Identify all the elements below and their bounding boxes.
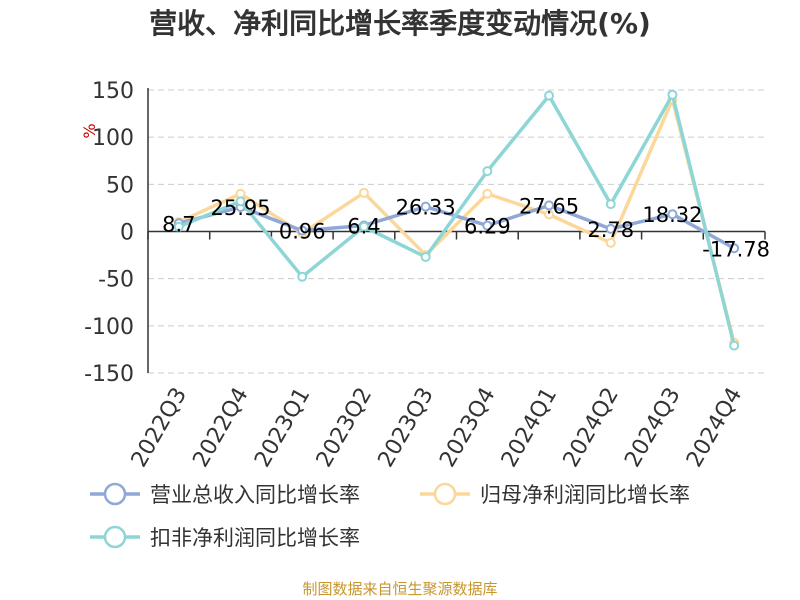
data-label: 6.29 xyxy=(464,215,511,239)
legend-item[interactable]: 归母净利润同比增长率 xyxy=(420,482,690,507)
y-axis-label: % xyxy=(80,123,99,138)
legend-item[interactable]: 营业总收入同比增长率 xyxy=(90,482,360,507)
source-note: 制图数据来自恒生聚源数据库 xyxy=(302,580,497,598)
data-label: 6.4 xyxy=(347,214,380,238)
x-tick-label: 2024Q3 xyxy=(620,384,685,472)
data-point xyxy=(544,90,555,101)
y-tick-label: -100 xyxy=(84,315,134,340)
data-label: 0.96 xyxy=(279,220,326,244)
data-point xyxy=(605,223,616,234)
data-point xyxy=(729,340,740,351)
data-point xyxy=(358,187,369,198)
data-point xyxy=(605,199,616,210)
x-tick-label: 2024Q4 xyxy=(682,384,747,472)
data-point xyxy=(482,166,493,177)
data-labels: 8.7 25.95 0.96 6.4 26.33 6.29 27.65 2.78 18.32-1… xyxy=(162,194,770,261)
series-line xyxy=(178,92,736,347)
legend-item[interactable]: 扣非净利润同比增长率 xyxy=(90,525,360,550)
x-tick-label: 2023Q1 xyxy=(250,384,315,472)
legend-marker xyxy=(103,525,127,549)
y-tick-label: -50 xyxy=(98,268,134,293)
x-tick-label: 2024Q1 xyxy=(497,384,562,472)
data-point xyxy=(420,251,431,262)
data-label: 26.33 xyxy=(396,196,456,220)
x-tick-label: 2023Q2 xyxy=(312,384,377,472)
legend-marker xyxy=(433,482,457,506)
x-tick-label: 2023Q4 xyxy=(435,383,500,471)
x-tick-label: 2022Q3 xyxy=(127,384,192,472)
data-point xyxy=(297,271,308,282)
legend-label: 扣非净利润同比增长率 xyxy=(150,526,360,550)
data-point xyxy=(605,237,616,248)
data-point xyxy=(482,220,493,231)
y-tick-label: 100 xyxy=(92,126,134,151)
data-point xyxy=(358,221,369,232)
data-point xyxy=(667,209,678,220)
y-tick-label: 0 xyxy=(120,221,134,246)
data-point xyxy=(544,200,555,211)
y-tick-label: 50 xyxy=(106,173,134,198)
y-tick-label: 150 xyxy=(92,79,134,104)
data-label: 27.65 xyxy=(519,194,579,218)
data-label: -17.78 xyxy=(702,237,770,261)
data-label: 18.32 xyxy=(642,203,702,227)
axes: 150100500-50-100-1502022Q32022Q42023Q120… xyxy=(84,79,766,472)
grid-lines xyxy=(148,89,765,374)
x-tick-label: 2022Q4 xyxy=(188,384,253,472)
data-point xyxy=(482,188,493,199)
data-point xyxy=(544,209,555,220)
data-label: 8.7 xyxy=(162,212,195,236)
series-layer xyxy=(173,89,740,351)
data-point xyxy=(667,89,678,100)
data-label: 2.78 xyxy=(587,218,634,242)
series-line xyxy=(178,97,736,344)
data-point xyxy=(173,221,184,232)
legend-marker xyxy=(103,482,127,506)
data-point xyxy=(729,243,740,254)
legend-label: 营业总收入同比增长率 xyxy=(150,483,360,507)
data-point xyxy=(235,196,246,207)
data-point xyxy=(297,225,308,236)
x-tick-label: 2024Q2 xyxy=(559,384,624,472)
chart-title: 营收、净利同比增长率季度变动情况(%) xyxy=(149,7,651,40)
legend-label: 归母净利润同比增长率 xyxy=(480,483,690,507)
y-tick-label: -150 xyxy=(84,362,134,387)
data-label: 25.95 xyxy=(210,196,270,220)
data-point xyxy=(420,201,431,212)
x-tick-label: 2023Q3 xyxy=(374,384,439,472)
